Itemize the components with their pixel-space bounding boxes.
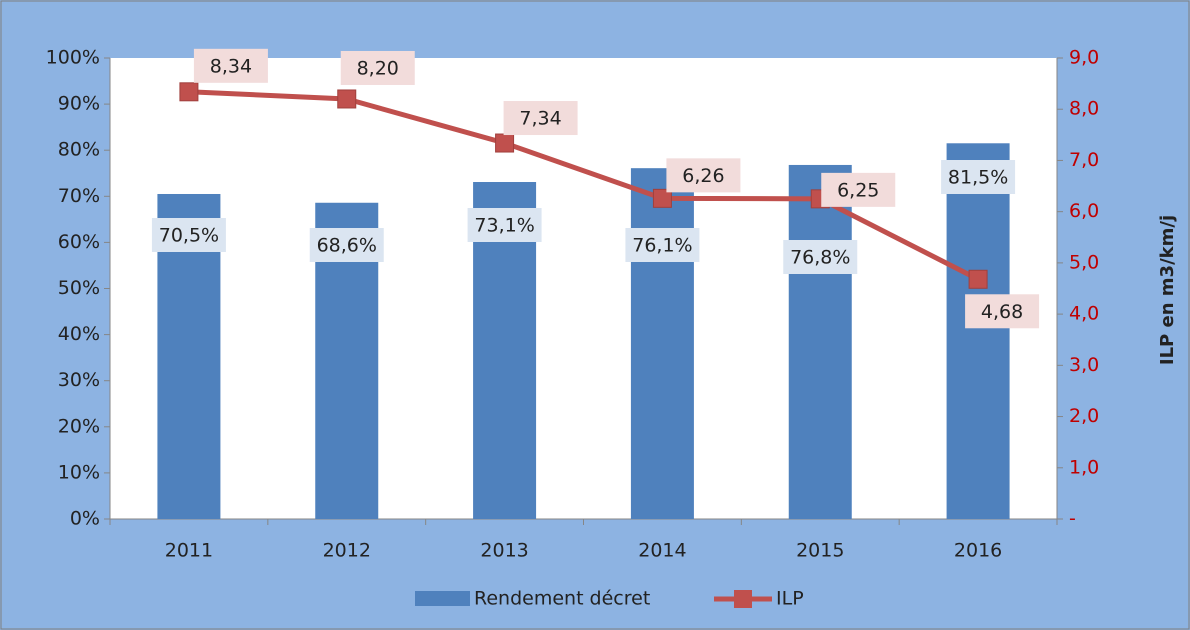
y2-tick-label: - xyxy=(1069,508,1076,530)
y-tick-label: 30% xyxy=(58,369,100,391)
line-data-label: 8,34 xyxy=(210,55,252,77)
bar xyxy=(946,143,1010,519)
y-tick-label: 80% xyxy=(58,139,100,161)
bar-data-label: 76,1% xyxy=(632,235,692,257)
line-marker xyxy=(337,89,357,109)
y2-axis-title: ILP en m3/km/j xyxy=(1157,215,1178,365)
bar-data-label: 68,6% xyxy=(317,235,377,257)
bar-data-label-box xyxy=(467,208,542,242)
bar-data-label: 70,5% xyxy=(159,225,219,247)
line-data-label: 6,26 xyxy=(682,165,724,187)
line-data-label: 6,25 xyxy=(837,179,879,201)
y-tick-label: 60% xyxy=(58,231,100,253)
legend-swatch xyxy=(415,591,470,606)
x-tick-label: 2013 xyxy=(480,540,528,562)
line-data-label-box xyxy=(666,158,741,193)
line-data-label-box xyxy=(340,50,415,85)
line-data-label-box xyxy=(965,294,1040,329)
y2-tick-label: 7,0 xyxy=(1069,149,1099,171)
legend-label: Rendement décret xyxy=(474,588,650,610)
y-tick-label: 90% xyxy=(58,93,100,115)
line-data-label: 8,20 xyxy=(357,57,399,79)
bar-data-label-box xyxy=(625,228,700,262)
y-tick-label: 50% xyxy=(58,277,100,299)
y-tick-label: 40% xyxy=(58,323,100,345)
line-marker xyxy=(652,188,672,208)
bar xyxy=(788,164,852,519)
plot-area xyxy=(110,58,1057,519)
y-tick-label: 100% xyxy=(46,47,100,69)
y-tick-label: 20% xyxy=(58,415,100,437)
y2-tick-label: 4,0 xyxy=(1069,303,1099,325)
y-tick-label: 10% xyxy=(58,461,100,483)
bar-data-label-box xyxy=(151,218,226,252)
line-marker xyxy=(179,82,199,102)
line-data-label-box xyxy=(821,172,896,207)
line-data-label: 4,68 xyxy=(981,301,1023,323)
y2-tick-label: 5,0 xyxy=(1069,251,1099,273)
x-tick-label: 2015 xyxy=(796,540,844,562)
x-tick-label: 2011 xyxy=(165,540,213,562)
y2-tick-label: 2,0 xyxy=(1069,405,1099,427)
bar-data-label: 76,8% xyxy=(790,247,850,269)
bar-data-label-box xyxy=(941,160,1016,194)
line-marker xyxy=(495,133,515,153)
legend-swatch xyxy=(734,590,752,608)
bar xyxy=(630,168,694,519)
y-tick-label: 0% xyxy=(70,508,100,530)
y2-tick-label: 8,0 xyxy=(1069,98,1099,120)
y2-tick-label: 6,0 xyxy=(1069,200,1099,222)
y2-tick-label: 1,0 xyxy=(1069,456,1099,478)
bar-data-label-box xyxy=(309,228,384,262)
bar-data-label-box xyxy=(783,240,858,274)
y-tick-label: 70% xyxy=(58,185,100,207)
x-tick-label: 2012 xyxy=(323,540,371,562)
y2-tick-label: 3,0 xyxy=(1069,354,1099,376)
line-data-label: 7,34 xyxy=(519,108,561,130)
line-marker xyxy=(968,269,988,289)
y2-tick-label: 9,0 xyxy=(1069,47,1099,69)
x-tick-label: 2014 xyxy=(638,540,686,562)
line xyxy=(188,89,980,282)
bar-data-label: 73,1% xyxy=(474,215,534,237)
bar-data-label: 81,5% xyxy=(948,167,1008,189)
line-data-label-box xyxy=(503,101,578,136)
legend-label: ILP xyxy=(776,588,804,610)
x-tick-label: 2016 xyxy=(954,540,1002,562)
line-data-label-box xyxy=(193,48,268,83)
